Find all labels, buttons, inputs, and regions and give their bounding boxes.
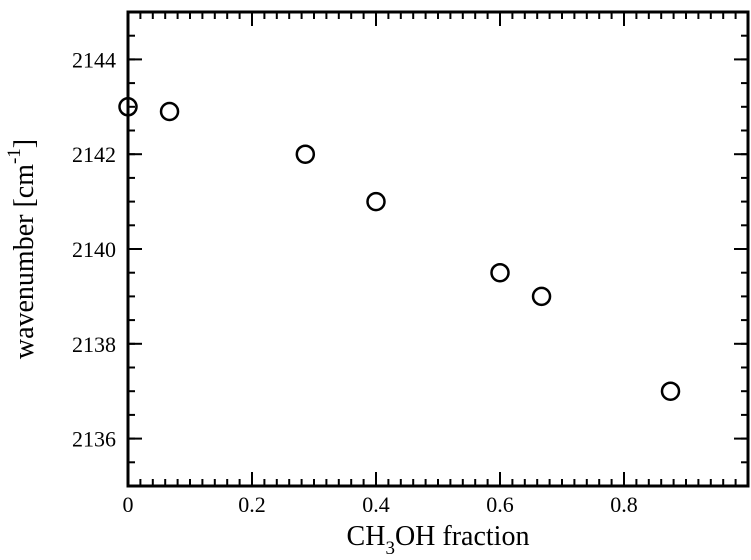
x-axis-title: CH3OH fraction xyxy=(347,521,530,559)
y-tick-labels: 2136 2138 2140 2142 2144 xyxy=(72,47,116,451)
x-tick-label: 0 xyxy=(123,492,134,517)
data-point xyxy=(159,101,180,122)
x-tick-label: 0.6 xyxy=(486,492,514,517)
y-tick-label: 2142 xyxy=(72,142,116,167)
y-tick-label: 2140 xyxy=(72,237,116,262)
data-point xyxy=(660,381,681,401)
x-tick-label: 0.4 xyxy=(362,492,390,517)
y-axis-title-sup: -1 xyxy=(4,148,25,164)
y-tick-label: 2138 xyxy=(72,332,116,357)
x-axis-title-prefix: CH xyxy=(347,521,386,552)
y-tick-label: 2136 xyxy=(72,427,116,452)
plot-frame xyxy=(126,10,750,488)
data-points xyxy=(118,97,681,401)
x-tick-label: 0.8 xyxy=(610,492,638,517)
y-axis-title-suffix: ] xyxy=(9,139,40,148)
x-axis-title-sub: 3 xyxy=(385,538,395,559)
x-tick-labels: 0 0.2 0.4 0.6 0.8 xyxy=(123,492,638,517)
data-point xyxy=(118,97,138,117)
y-axis-title-prefix: wavenumber [cm xyxy=(9,164,40,359)
data-point xyxy=(490,262,510,283)
minor-ticks xyxy=(127,11,749,487)
data-point xyxy=(295,144,316,164)
y-axis-title: wavenumber [cm-1] xyxy=(4,139,40,359)
data-point xyxy=(531,286,552,307)
x-axis-title-suffix: OH fraction xyxy=(395,521,530,552)
y-tick-label: 2144 xyxy=(72,47,116,72)
major-ticks xyxy=(127,12,748,486)
data-point xyxy=(366,191,386,212)
x-tick-label: 0.2 xyxy=(238,492,266,517)
